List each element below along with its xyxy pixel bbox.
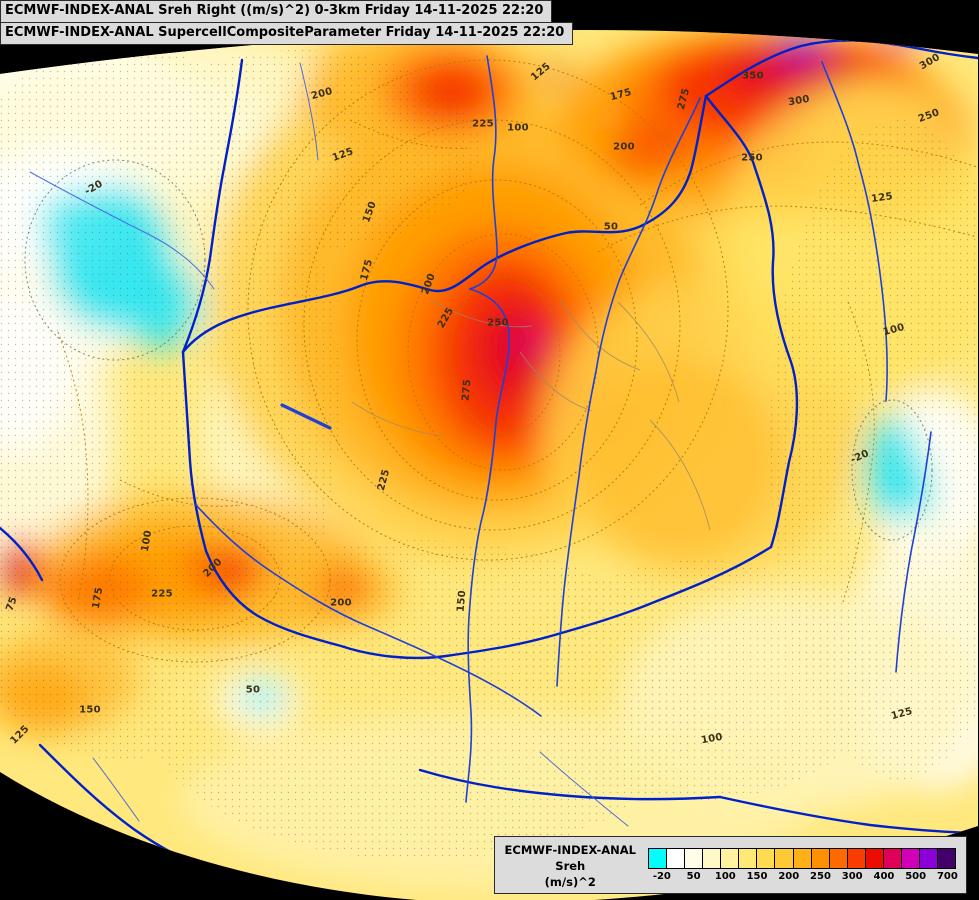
river-lines bbox=[195, 55, 932, 803]
legend-tick-label: 700 bbox=[936, 871, 958, 883]
titlebar-supercell-composite: ECMWF-INDEX-ANAL SupercellCompositeParam… bbox=[0, 22, 574, 45]
legend-swatch bbox=[721, 849, 740, 869]
legend-tick-label: 400 bbox=[873, 871, 895, 883]
dotted-negative-contours bbox=[24, 159, 933, 541]
legend-tick-label: 100 bbox=[714, 871, 736, 883]
legend-tick-label: 300 bbox=[841, 871, 863, 883]
legend-parameter-name: Sreh bbox=[555, 858, 586, 873]
legend-swatch bbox=[847, 849, 866, 869]
legend-units: (m/s)^2 bbox=[544, 874, 596, 889]
legend-tick-label: -20 bbox=[652, 871, 671, 883]
dotted-contour-lines bbox=[57, 59, 978, 663]
legend-tick-label: 250 bbox=[810, 871, 831, 883]
titlebar-sreh-text: ECMWF-INDEX-ANAL Sreh Right ((m/s)^2) 0-… bbox=[5, 3, 544, 18]
admin-boundary-lines bbox=[351, 299, 711, 531]
legend-swatch bbox=[667, 849, 686, 869]
legend-model-name: ECMWF-INDEX-ANAL bbox=[504, 842, 636, 857]
legend-tick-label: 50 bbox=[686, 871, 701, 883]
legend-swatch bbox=[757, 849, 776, 869]
legend-meta: ECMWF-INDEX-ANAL Sreh (m/s)^2 bbox=[505, 842, 636, 890]
titlebar-supercell-text: ECMWF-INDEX-ANAL SupercellCompositeParam… bbox=[5, 25, 565, 40]
legend-swatch bbox=[938, 849, 956, 869]
legend-swatch bbox=[649, 849, 668, 869]
country-border-lines bbox=[0, 39, 978, 882]
legend-swatch bbox=[829, 849, 848, 869]
legend-swatch bbox=[775, 849, 794, 869]
legend-swatch bbox=[739, 849, 758, 869]
legend-tick-label: 200 bbox=[778, 871, 800, 883]
legend-swatch bbox=[901, 849, 920, 869]
legend-swatch bbox=[793, 849, 812, 869]
legend-swatch bbox=[685, 849, 704, 869]
legend-swatch bbox=[865, 849, 884, 869]
legend-tick-label: 500 bbox=[905, 871, 927, 883]
legend-swatch bbox=[883, 849, 902, 869]
legend-colorbar-wrap: -20 50 100 150 200 250 300 400 500 700 bbox=[648, 848, 958, 883]
legend-panel: ECMWF-INDEX-ANAL Sreh (m/s)^2 -20 50 100 15… bbox=[493, 835, 967, 894]
legend-swatch bbox=[919, 849, 938, 869]
legend-tick-label: 150 bbox=[746, 871, 768, 883]
legend-swatch bbox=[703, 849, 722, 869]
stipple-pattern-overlay bbox=[0, 40, 978, 860]
titlebar-sreh: ECMWF-INDEX-ANAL Sreh Right ((m/s)^2) 0-… bbox=[0, 0, 553, 23]
legend-colorbar bbox=[648, 848, 956, 870]
legend-ticks: -20 50 100 150 200 250 300 400 500 700 bbox=[648, 869, 958, 883]
legend-swatch bbox=[811, 849, 830, 869]
